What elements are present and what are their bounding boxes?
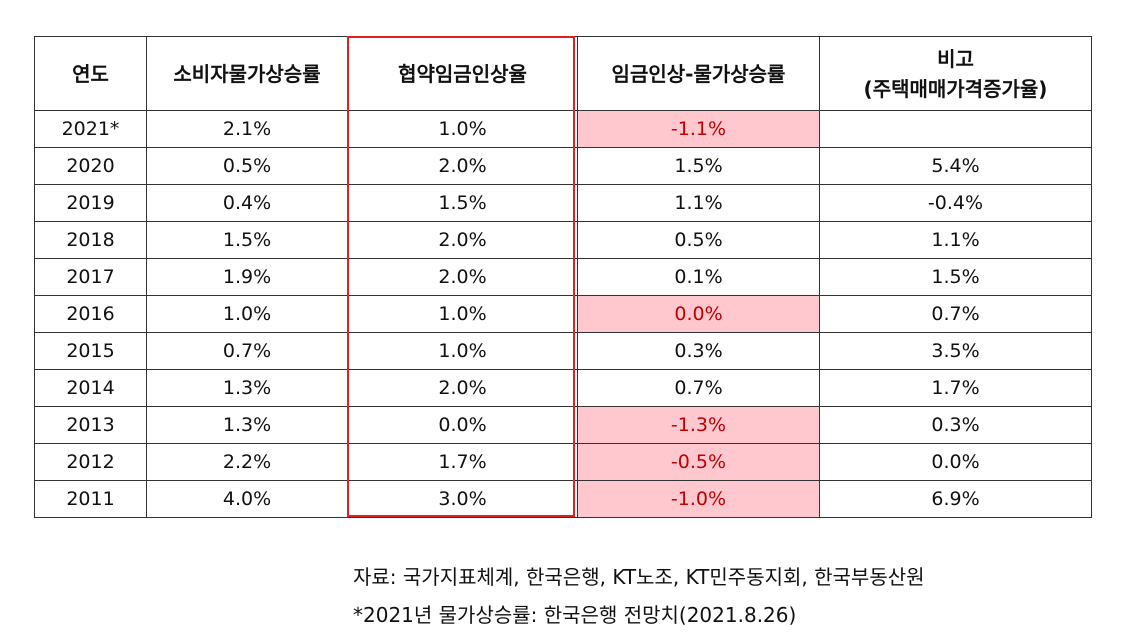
cell-diff: -1.1%	[577, 110, 820, 148]
cell-wage: 1.0%	[347, 332, 578, 370]
cell-cpi: 1.3%	[146, 406, 348, 444]
table-row: 2016 1.0% 1.0% 0.0% 0.7%	[34, 295, 1092, 333]
cell-wage: 2.0%	[347, 147, 578, 185]
header-year: 연도	[34, 36, 147, 111]
table-row: 2021* 2.1% 1.0% -1.1%	[34, 110, 1092, 148]
cell-diff: 0.1%	[577, 258, 820, 296]
cell-wage: 1.0%	[347, 295, 578, 333]
cell-diff: -0.5%	[577, 443, 820, 481]
cell-year: 2020	[34, 147, 147, 185]
header-wage: 협약임금인상율	[347, 36, 578, 111]
data-table-container: 연도 소비자물가상승률 협약임금인상율 임금인상-물가상승률 비고 (주택매매가…	[34, 36, 1092, 518]
cell-wage: 0.0%	[347, 406, 578, 444]
header-remark-line1: 비고	[937, 46, 974, 71]
cell-year: 2019	[34, 184, 147, 222]
cell-house: 6.9%	[819, 480, 1092, 518]
cell-wage: 2.0%	[347, 258, 578, 296]
cell-cpi: 1.3%	[146, 369, 348, 407]
cell-cpi: 1.9%	[146, 258, 348, 296]
cell-house: -0.4%	[819, 184, 1092, 222]
cell-house: 5.4%	[819, 147, 1092, 185]
cell-wage: 3.0%	[347, 480, 578, 518]
header-remark: 비고 (주택매매가격증가율)	[819, 36, 1092, 111]
cell-diff: 1.1%	[577, 184, 820, 222]
notes: 자료: 국가지표체계, 한국은행, KT노조, KT민주동지회, 한국부동산원 …	[353, 558, 925, 634]
table-row: 2011 4.0% 3.0% -1.0% 6.9%	[34, 480, 1092, 518]
cell-house: 0.3%	[819, 406, 1092, 444]
cell-cpi: 2.1%	[146, 110, 348, 148]
cell-cpi: 0.5%	[146, 147, 348, 185]
header-cpi: 소비자물가상승률	[146, 36, 348, 111]
cell-diff: 0.7%	[577, 369, 820, 407]
cell-wage: 1.7%	[347, 443, 578, 481]
cell-house: 0.0%	[819, 443, 1092, 481]
cell-cpi: 0.4%	[146, 184, 348, 222]
cell-house: 3.5%	[819, 332, 1092, 370]
data-table: 연도 소비자물가상승률 협약임금인상율 임금인상-물가상승률 비고 (주택매매가…	[34, 36, 1092, 518]
cell-house: 1.1%	[819, 221, 1092, 259]
cell-house	[819, 110, 1092, 148]
cell-wage: 1.0%	[347, 110, 578, 148]
cell-year: 2015	[34, 332, 147, 370]
header-row: 연도 소비자물가상승률 협약임금인상율 임금인상-물가상승률 비고 (주택매매가…	[34, 36, 1092, 111]
cell-year: 2017	[34, 258, 147, 296]
table-row: 2020 0.5% 2.0% 1.5% 5.4%	[34, 147, 1092, 185]
cell-wage: 2.0%	[347, 369, 578, 407]
table-body: 2021* 2.1% 1.0% -1.1% 2020 0.5% 2.0% 1.5% 5.4% 20…	[34, 110, 1092, 518]
header-remark-line2: (주택매매가격증가율)	[863, 76, 1048, 101]
cell-year: 2018	[34, 221, 147, 259]
cell-year: 2012	[34, 443, 147, 481]
cell-diff: 1.5%	[577, 147, 820, 185]
cell-diff: 0.0%	[577, 295, 820, 333]
cell-year: 2014	[34, 369, 147, 407]
cell-cpi: 2.2%	[146, 443, 348, 481]
cell-wage: 2.0%	[347, 221, 578, 259]
table-row: 2014 1.3% 2.0% 0.7% 1.7%	[34, 369, 1092, 407]
table-row: 2013 1.3% 0.0% -1.3% 0.3%	[34, 406, 1092, 444]
cell-year: 2016	[34, 295, 147, 333]
cell-wage: 1.5%	[347, 184, 578, 222]
cell-house: 0.7%	[819, 295, 1092, 333]
cell-year: 2021*	[34, 110, 147, 148]
table-row: 2017 1.9% 2.0% 0.1% 1.5%	[34, 258, 1092, 296]
cell-cpi: 1.5%	[146, 221, 348, 259]
cell-diff: 0.5%	[577, 221, 820, 259]
table-row: 2015 0.7% 1.0% 0.3% 3.5%	[34, 332, 1092, 370]
table-row: 2012 2.2% 1.7% -0.5% 0.0%	[34, 443, 1092, 481]
footnote: *2021년 물가상승률: 한국은행 전망치(2021.8.26)	[353, 603, 797, 627]
cell-diff: -1.0%	[577, 480, 820, 518]
header-diff: 임금인상-물가상승률	[577, 36, 820, 111]
table-row: 2018 1.5% 2.0% 0.5% 1.1%	[34, 221, 1092, 259]
cell-year: 2011	[34, 480, 147, 518]
cell-year: 2013	[34, 406, 147, 444]
cell-cpi: 4.0%	[146, 480, 348, 518]
cell-diff: -1.3%	[577, 406, 820, 444]
cell-house: 1.5%	[819, 258, 1092, 296]
cell-cpi: 1.0%	[146, 295, 348, 333]
source-note: 자료: 국가지표체계, 한국은행, KT노조, KT민주동지회, 한국부동산원	[353, 565, 925, 589]
cell-house: 1.7%	[819, 369, 1092, 407]
cell-diff: 0.3%	[577, 332, 820, 370]
cell-cpi: 0.7%	[146, 332, 348, 370]
table-row: 2019 0.4% 1.5% 1.1% -0.4%	[34, 184, 1092, 222]
